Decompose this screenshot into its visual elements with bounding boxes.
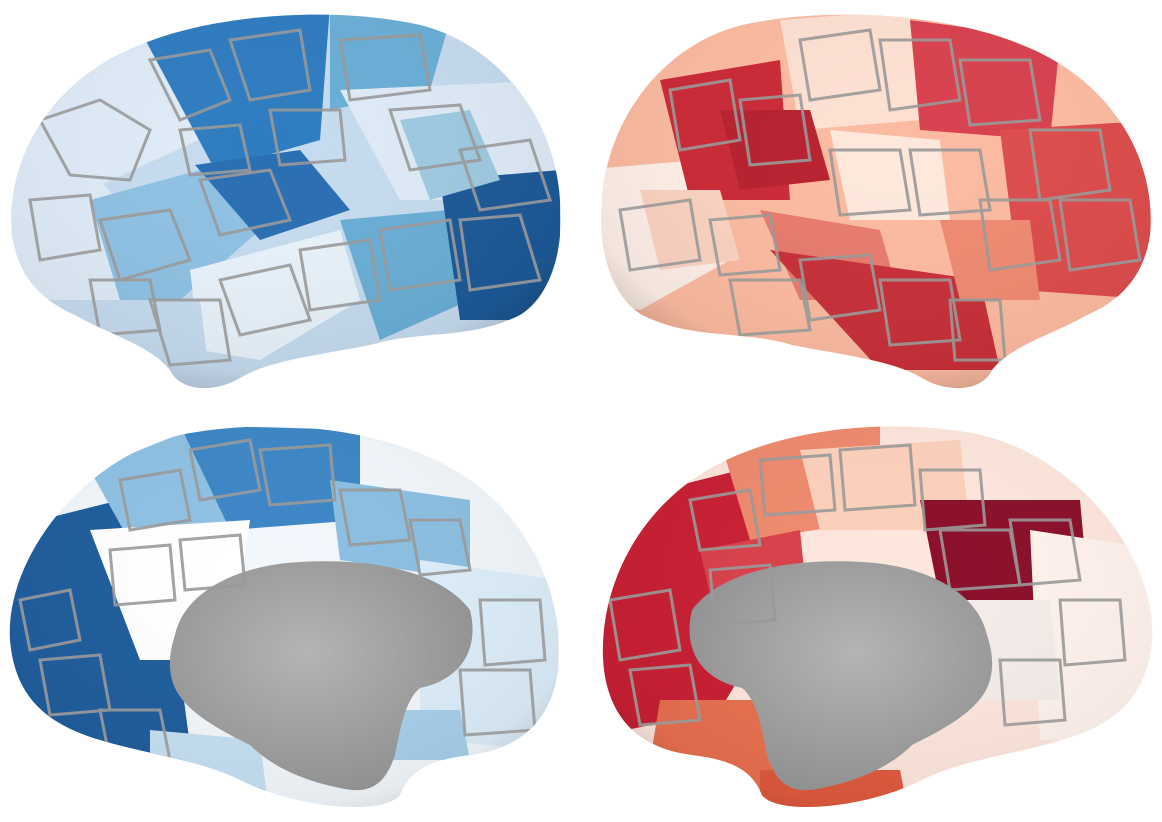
brain-medial-blue bbox=[0, 410, 580, 822]
brain-lateral-red-svg bbox=[601, 14, 1151, 389]
medial-wall-right bbox=[689, 561, 993, 791]
medial-wall-left bbox=[169, 561, 473, 791]
brain-medial-blue-svg bbox=[9, 426, 560, 808]
brain-medial-red-svg bbox=[602, 426, 1153, 808]
brain-medial-red bbox=[580, 410, 1162, 822]
brain-lateral-red bbox=[580, 0, 1162, 405]
brain-lateral-blue-svg bbox=[11, 14, 561, 389]
brain-lateral-blue bbox=[0, 0, 580, 405]
